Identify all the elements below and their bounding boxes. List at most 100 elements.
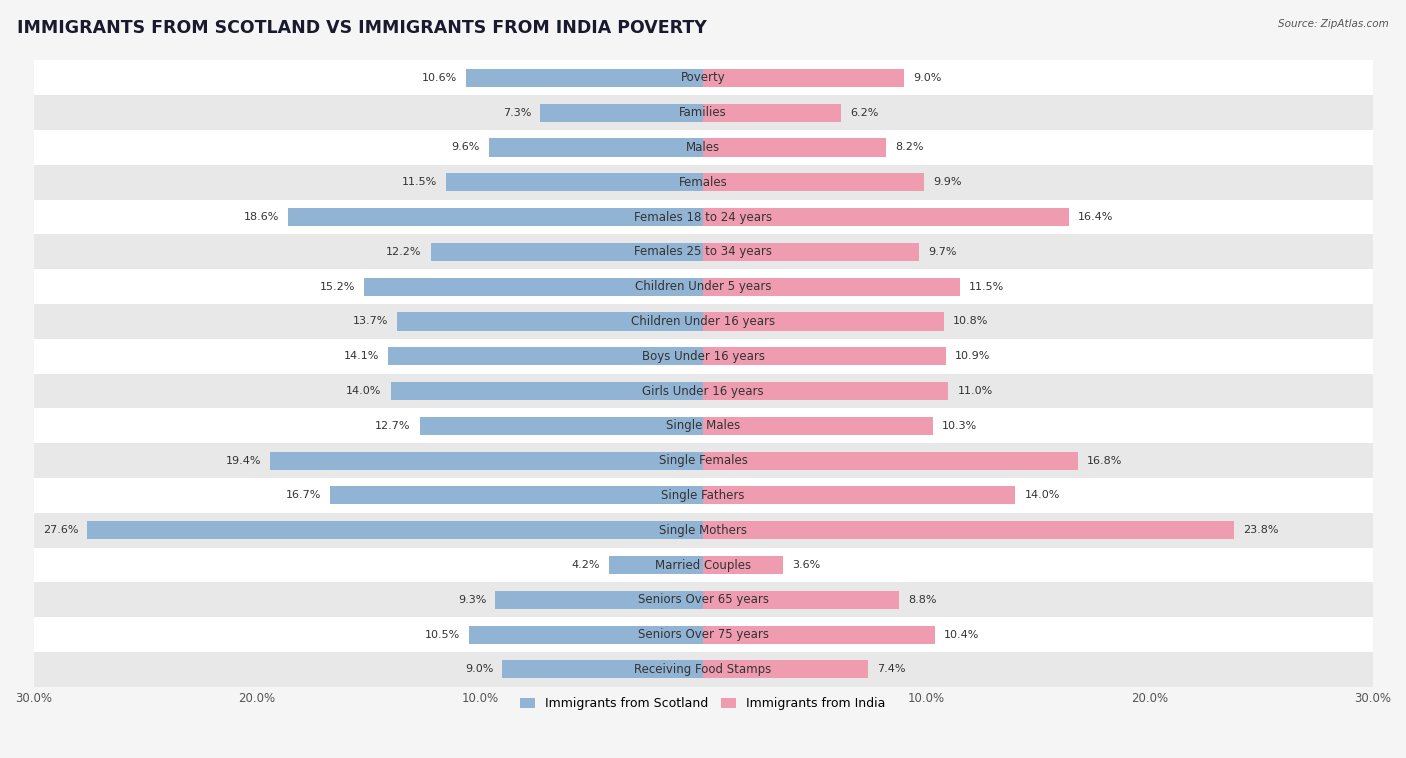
Bar	[467, 69, 703, 87]
Text: 11.5%: 11.5%	[969, 282, 1004, 292]
Text: Children Under 5 years: Children Under 5 years	[634, 280, 772, 293]
Bar	[703, 312, 943, 330]
Text: 18.6%: 18.6%	[243, 212, 278, 222]
Bar	[430, 243, 703, 261]
Bar	[609, 556, 703, 574]
Text: 12.7%: 12.7%	[375, 421, 411, 431]
Text: 10.6%: 10.6%	[422, 73, 457, 83]
Text: Seniors Over 65 years: Seniors Over 65 years	[637, 594, 769, 606]
Text: Children Under 16 years: Children Under 16 years	[631, 315, 775, 328]
Bar	[703, 625, 935, 644]
Bar	[34, 304, 1372, 339]
Bar	[34, 582, 1372, 617]
Bar	[34, 617, 1372, 652]
Text: 23.8%: 23.8%	[1243, 525, 1278, 535]
Bar	[703, 243, 920, 261]
Bar	[502, 660, 703, 678]
Text: Source: ZipAtlas.com: Source: ZipAtlas.com	[1278, 19, 1389, 29]
Bar	[34, 234, 1372, 269]
Bar	[489, 139, 703, 156]
Bar	[703, 69, 904, 87]
Text: Seniors Over 75 years: Seniors Over 75 years	[637, 628, 769, 641]
Text: 9.0%: 9.0%	[912, 73, 941, 83]
Bar	[703, 660, 868, 678]
Text: 9.3%: 9.3%	[458, 595, 486, 605]
Bar	[703, 174, 924, 191]
Text: 14.0%: 14.0%	[1025, 490, 1060, 500]
Text: 10.3%: 10.3%	[942, 421, 977, 431]
Bar	[34, 374, 1372, 409]
Text: 10.9%: 10.9%	[955, 351, 991, 362]
Bar	[330, 487, 703, 505]
Bar	[703, 487, 1015, 505]
Legend: Immigrants from Scotland, Immigrants from India: Immigrants from Scotland, Immigrants fro…	[516, 692, 890, 715]
Bar	[540, 104, 703, 122]
Bar	[34, 652, 1372, 687]
Bar	[391, 382, 703, 400]
Bar	[288, 208, 703, 226]
Text: 10.4%: 10.4%	[943, 630, 980, 640]
Text: 16.8%: 16.8%	[1087, 456, 1122, 465]
Bar	[34, 61, 1372, 96]
Text: 4.2%: 4.2%	[572, 560, 600, 570]
Text: 11.0%: 11.0%	[957, 386, 993, 396]
Bar	[703, 522, 1234, 539]
Bar	[34, 269, 1372, 304]
Bar	[34, 339, 1372, 374]
Bar	[34, 547, 1372, 582]
Text: 9.7%: 9.7%	[928, 247, 957, 257]
Text: 11.5%: 11.5%	[402, 177, 437, 187]
Text: 10.5%: 10.5%	[425, 630, 460, 640]
Text: Poverty: Poverty	[681, 71, 725, 84]
Text: 16.7%: 16.7%	[285, 490, 322, 500]
Bar	[34, 199, 1372, 234]
Text: Receiving Food Stamps: Receiving Food Stamps	[634, 663, 772, 676]
Bar	[703, 590, 900, 609]
Text: Single Fathers: Single Fathers	[661, 489, 745, 502]
Bar	[34, 130, 1372, 165]
Text: Married Couples: Married Couples	[655, 559, 751, 572]
Text: 7.3%: 7.3%	[503, 108, 531, 117]
Text: Boys Under 16 years: Boys Under 16 years	[641, 349, 765, 363]
Text: 15.2%: 15.2%	[319, 282, 354, 292]
Text: Single Males: Single Males	[666, 419, 740, 432]
Text: 6.2%: 6.2%	[851, 108, 879, 117]
Text: Girls Under 16 years: Girls Under 16 years	[643, 384, 763, 397]
Text: 8.2%: 8.2%	[896, 143, 924, 152]
Text: IMMIGRANTS FROM SCOTLAND VS IMMIGRANTS FROM INDIA POVERTY: IMMIGRANTS FROM SCOTLAND VS IMMIGRANTS F…	[17, 19, 707, 37]
Bar	[495, 590, 703, 609]
Text: Single Mothers: Single Mothers	[659, 524, 747, 537]
Bar	[703, 139, 886, 156]
Bar	[34, 443, 1372, 478]
Bar	[270, 452, 703, 470]
Text: 7.4%: 7.4%	[877, 665, 905, 675]
Text: 10.8%: 10.8%	[953, 316, 988, 327]
Text: 9.9%: 9.9%	[932, 177, 962, 187]
Bar	[703, 277, 960, 296]
Bar	[446, 174, 703, 191]
Bar	[34, 478, 1372, 513]
Text: 3.6%: 3.6%	[792, 560, 821, 570]
Bar	[703, 208, 1069, 226]
Text: Males: Males	[686, 141, 720, 154]
Text: 14.1%: 14.1%	[344, 351, 380, 362]
Bar	[34, 513, 1372, 547]
Text: Single Females: Single Females	[658, 454, 748, 467]
Bar	[87, 522, 703, 539]
Text: 12.2%: 12.2%	[387, 247, 422, 257]
Bar	[703, 347, 946, 365]
Bar	[468, 625, 703, 644]
Bar	[34, 165, 1372, 199]
Text: 27.6%: 27.6%	[42, 525, 79, 535]
Text: Females: Females	[679, 176, 727, 189]
Text: Females 25 to 34 years: Females 25 to 34 years	[634, 246, 772, 258]
Bar	[703, 556, 783, 574]
Text: 13.7%: 13.7%	[353, 316, 388, 327]
Bar	[419, 417, 703, 435]
Bar	[398, 312, 703, 330]
Text: 16.4%: 16.4%	[1078, 212, 1114, 222]
Bar	[703, 417, 932, 435]
Text: 8.8%: 8.8%	[908, 595, 936, 605]
Text: Families: Families	[679, 106, 727, 119]
Bar	[703, 104, 841, 122]
